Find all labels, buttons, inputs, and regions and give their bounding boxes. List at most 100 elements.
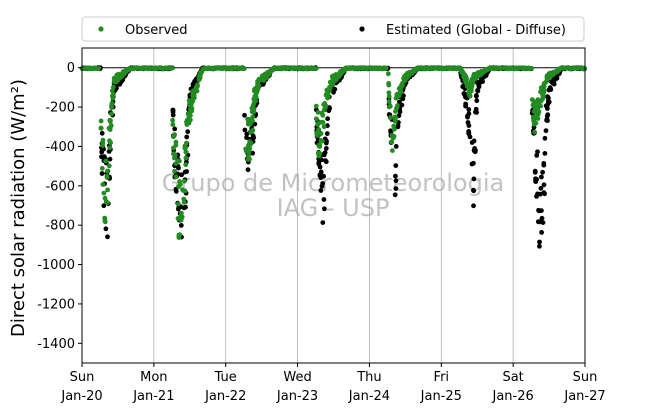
observed-point <box>498 65 504 71</box>
estimated-point <box>319 183 325 189</box>
observed-point <box>105 187 110 193</box>
x-tick-label-date: Jan-27 <box>563 389 605 404</box>
observed-point <box>179 210 184 216</box>
estimated-point <box>536 207 541 213</box>
estimated-point <box>397 109 403 115</box>
estimated-point <box>471 176 477 182</box>
observed-point <box>327 85 333 91</box>
estimated-point <box>546 95 551 101</box>
estimated-point <box>185 129 191 135</box>
legend-estimated-marker <box>359 26 365 32</box>
observed-point <box>468 86 474 92</box>
estimated-point <box>473 106 479 112</box>
legend-observed-marker <box>98 26 104 32</box>
observed-point <box>247 117 253 122</box>
observed-point <box>108 140 113 146</box>
estimated-point <box>393 144 399 149</box>
observed-point <box>173 174 179 180</box>
observed-point <box>313 66 319 71</box>
observed-point <box>334 77 339 82</box>
observed-point <box>342 66 348 72</box>
observed-point <box>190 93 196 98</box>
estimated-point <box>178 223 184 228</box>
observed-point <box>189 108 195 114</box>
observed-point <box>172 168 178 174</box>
estimated-point <box>542 135 548 141</box>
y-axis-label: Direct solar radiation (W/m²) <box>8 79 29 337</box>
observed-point <box>391 123 397 129</box>
observed-point <box>406 72 412 78</box>
observed-point <box>249 105 255 111</box>
estimated-point <box>99 154 104 160</box>
observed-point <box>529 66 535 71</box>
estimated-point <box>244 131 250 137</box>
x-tick-label-day: Sat <box>502 370 523 385</box>
estimated-point <box>105 234 110 240</box>
observed-point <box>252 93 258 99</box>
estimated-point <box>534 153 540 158</box>
observed-point <box>172 132 178 138</box>
observed-point <box>251 100 257 106</box>
observed-point <box>385 71 391 77</box>
watermark: Grupo de Micrometeorologia IAG - USP <box>162 169 504 222</box>
observed-point <box>534 107 540 113</box>
observed-point <box>103 158 109 164</box>
observed-point <box>248 121 253 127</box>
x-tick-label-day: Tue <box>214 370 237 385</box>
estimated-point <box>184 134 190 140</box>
estimated-point <box>388 128 393 134</box>
observed-point <box>549 71 555 76</box>
x-tick-label-day: Sun <box>70 370 95 385</box>
estimated-point <box>463 94 468 100</box>
observed-point <box>175 158 181 164</box>
estimated-point <box>317 164 323 170</box>
observed-point <box>105 168 110 174</box>
legend-observed-label: Observed <box>125 23 188 38</box>
observed-point <box>100 140 106 146</box>
estimated-point <box>542 151 548 156</box>
x-tick-label-day: Thu <box>356 370 381 385</box>
observed-point <box>314 130 320 136</box>
observed-point <box>181 188 186 194</box>
observed-point <box>110 92 116 97</box>
estimated-point <box>172 126 178 132</box>
estimated-point <box>323 146 329 151</box>
observed-point <box>199 69 205 74</box>
estimated-point <box>99 171 105 176</box>
x-tick-label-date: Jan-25 <box>420 389 462 404</box>
observed-point <box>250 128 256 134</box>
watermark-line-1: Grupo de Micrometeorologia <box>162 169 504 197</box>
observed-point <box>184 122 190 127</box>
observed-point <box>106 163 112 169</box>
y-tick-label: -1000 <box>37 258 75 273</box>
chart-legend: Observed Estimated (Global - Diffuse) <box>81 16 585 42</box>
observed-point <box>403 77 408 83</box>
observed-point <box>383 65 389 71</box>
observed-point <box>109 88 115 94</box>
x-tick-label-date: Jan-26 <box>492 389 534 404</box>
observed-point <box>118 74 124 80</box>
estimated-point <box>101 203 107 209</box>
observed-point <box>320 112 326 118</box>
estimated-point <box>393 163 399 169</box>
observed-point <box>386 94 392 99</box>
observed-point <box>316 153 322 159</box>
observed-point <box>316 120 321 126</box>
estimated-point <box>173 188 179 194</box>
observed-point <box>482 67 488 73</box>
observed-point <box>246 149 252 155</box>
observed-point <box>486 66 492 71</box>
estimated-point <box>170 108 176 113</box>
estimated-point <box>316 160 322 166</box>
observed-point <box>392 116 398 122</box>
estimated-point <box>466 129 471 134</box>
observed-point <box>196 73 202 79</box>
estimated-point <box>538 185 544 191</box>
observed-point <box>196 77 202 83</box>
x-tick-label-day: Mon <box>140 370 167 385</box>
observed-point <box>386 99 392 105</box>
observed-point <box>535 116 541 121</box>
x-tick-label-day: Fri <box>434 370 450 385</box>
estimated-point <box>539 230 544 235</box>
